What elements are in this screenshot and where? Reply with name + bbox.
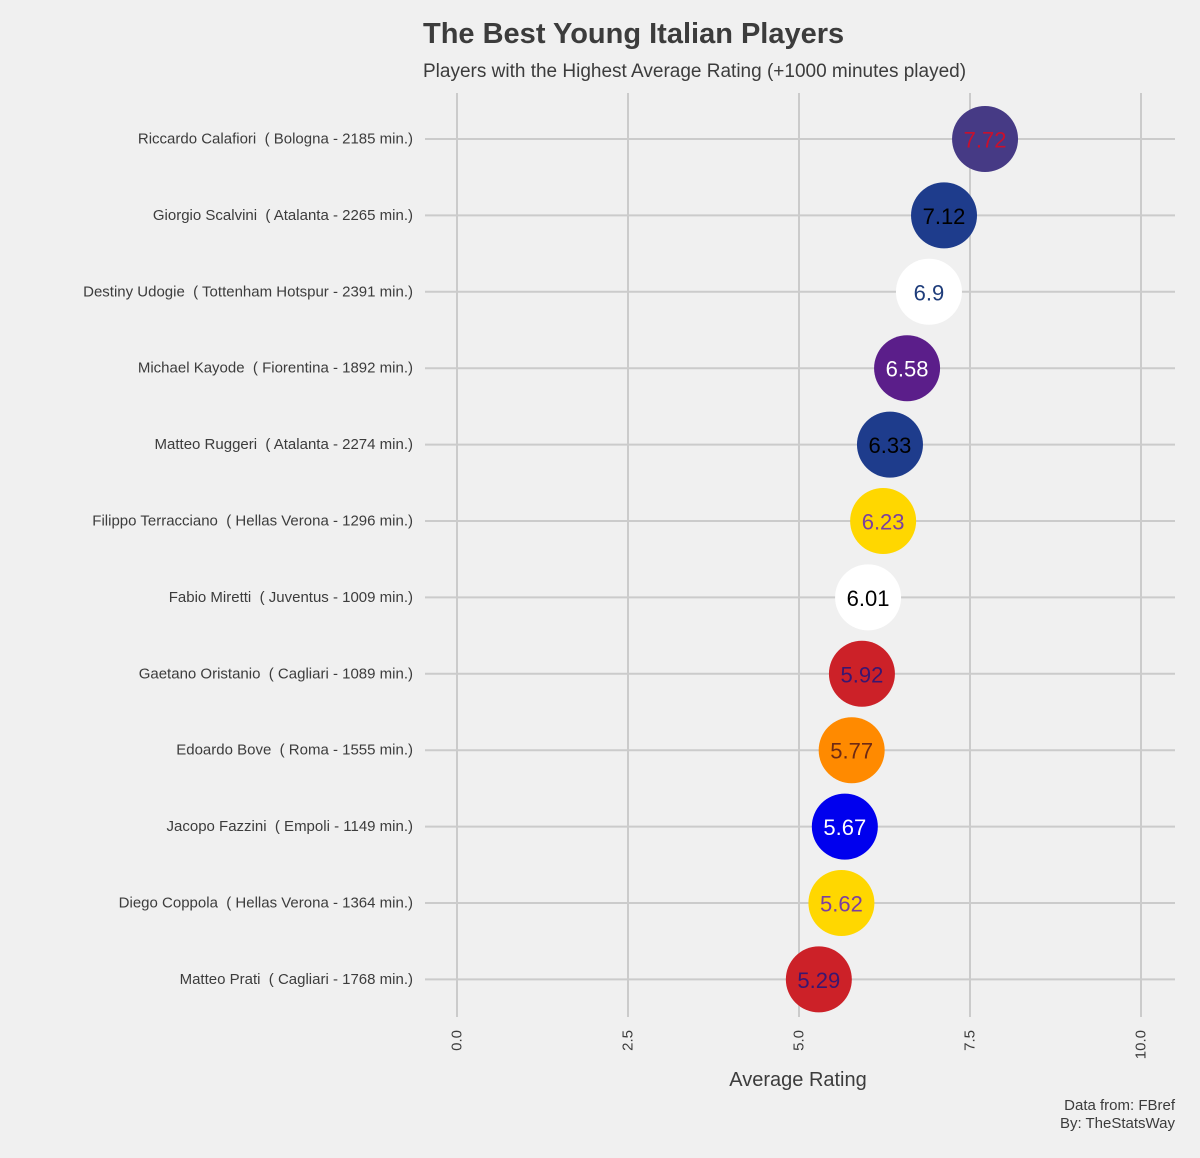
y-axis-label: Filippo Terracciano ( Hellas Verona - 12… [92, 513, 413, 530]
data-point [818, 717, 885, 784]
y-axis-labels: Riccardo Calafiori ( Bologna - 2185 min.… [83, 131, 413, 988]
x-tick-label: 10.0 [1133, 1030, 1150, 1059]
data-point [895, 258, 962, 325]
x-tick-label: 7.5 [962, 1030, 979, 1051]
data-point [828, 640, 895, 707]
data-points: 7.72 7.12 6.9 6.58 6.33 6.23 6.01 5.92 5.77 5.67 5… [785, 106, 1019, 1013]
y-axis-label: Diego Coppola ( Hellas Verona - 1364 min… [119, 895, 413, 912]
x-tick-label: 0.0 [449, 1030, 466, 1051]
data-label: 5.62 [820, 892, 863, 917]
data-point [835, 564, 902, 631]
x-axis-label: Average Rating [729, 1069, 867, 1091]
data-label: 6.23 [862, 510, 905, 535]
data-label: 5.67 [823, 815, 866, 840]
data-label: 6.9 [914, 280, 945, 305]
chart-title: The Best Young Italian Players [423, 18, 845, 50]
caption-author: By: TheStatsWay [1059, 1115, 1175, 1132]
y-axis-label: Jacopo Fazzini ( Empoli - 1149 min.) [167, 818, 413, 835]
data-point [856, 411, 923, 478]
data-point [952, 106, 1019, 172]
vertical-grid [456, 93, 1142, 1017]
y-axis-label: Edoardo Bove ( Roma - 1555 min.) [176, 742, 413, 759]
y-axis-label: Matteo Ruggeri ( Atalanta - 2274 min.) [155, 436, 413, 453]
data-label: 6.58 [886, 357, 929, 382]
data-label: 5.29 [797, 968, 840, 993]
data-point [785, 946, 852, 1013]
data-label: 5.92 [841, 662, 884, 687]
y-axis-label: Riccardo Calafiori ( Bologna - 2185 min.… [138, 131, 413, 148]
data-point [811, 793, 878, 860]
data-point [850, 488, 917, 554]
y-axis-label: Michael Kayode ( Fiorentina - 1892 min.) [138, 360, 413, 377]
chart-caption: Data from: FBref By: TheStatsWay [1060, 1097, 1175, 1133]
y-axis-label: Gaetano Oristanio ( Cagliari - 1089 min.… [139, 665, 413, 682]
data-label: 6.01 [847, 586, 890, 611]
caption-source: Data from: FBref [1064, 1097, 1175, 1114]
y-axis-label: Matteo Prati ( Cagliari - 1768 min.) [180, 971, 413, 988]
y-axis-label: Giorgio Scalvini ( Atalanta - 2265 min.) [153, 207, 413, 224]
data-point [808, 870, 875, 936]
data-label: 6.33 [869, 433, 912, 458]
data-point [874, 335, 941, 402]
y-axis-label: Destiny Udogie ( Tottenham Hotspur - 239… [83, 283, 413, 300]
data-point [911, 182, 978, 249]
x-tick-label: 5.0 [791, 1030, 808, 1051]
horizontal-grid [425, 138, 1175, 981]
chart-subtitle: Players with the Highest Average Rating … [423, 61, 967, 82]
data-label: 7.12 [923, 204, 966, 229]
x-axis-ticks: 0.0 2.5 5.0 7.5 10.0 [449, 1030, 1150, 1059]
y-axis-label: Fabio Miretti ( Juventus - 1009 min.) [169, 589, 413, 606]
x-tick-label: 2.5 [620, 1030, 637, 1051]
data-label: 5.77 [830, 739, 873, 764]
data-label: 7.72 [964, 128, 1007, 153]
